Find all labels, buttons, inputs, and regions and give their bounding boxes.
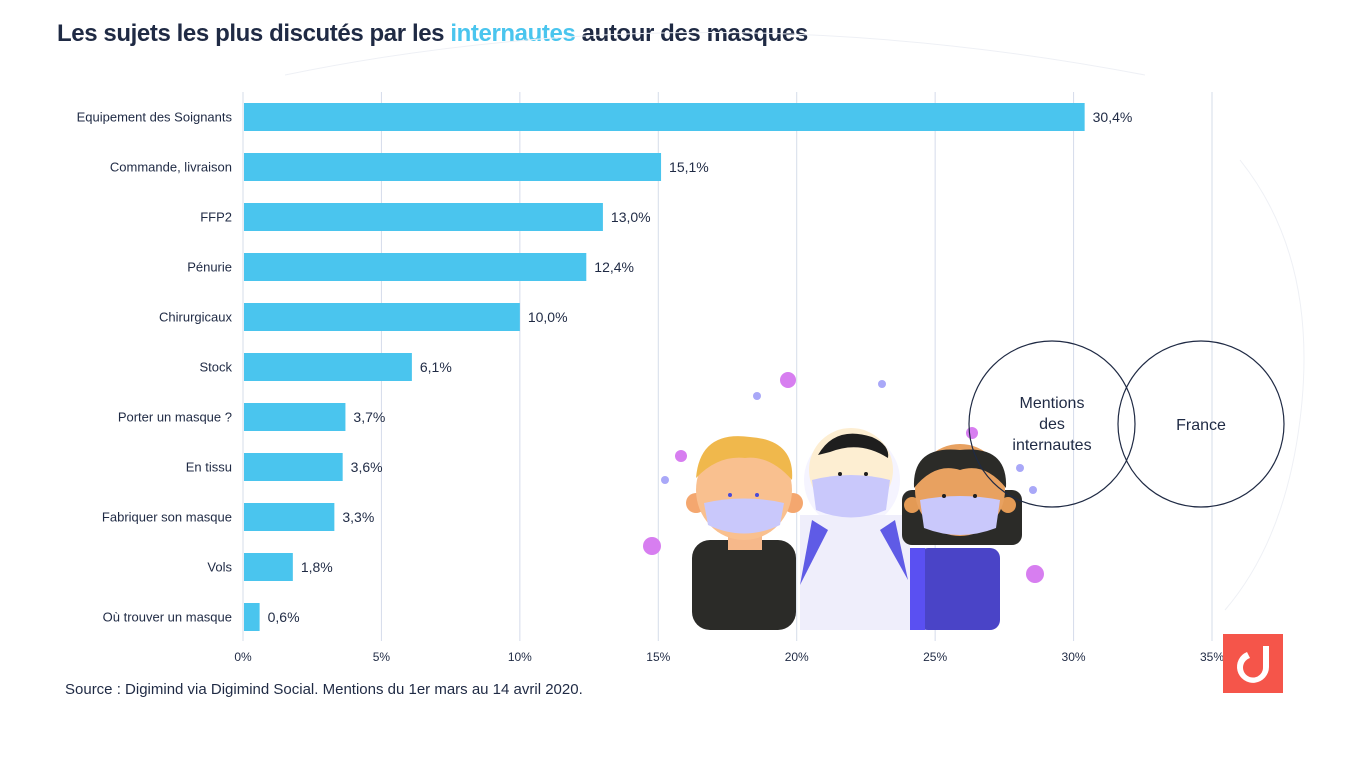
value-label: 3,7% xyxy=(353,409,385,425)
title-part-1: Les sujets les plus discutés par les xyxy=(57,20,451,47)
x-tick-label: 0% xyxy=(234,650,252,664)
virus-icon xyxy=(675,450,687,462)
virus-icon xyxy=(1029,486,1037,494)
category-label: Chirurgicaux xyxy=(159,310,232,325)
bar xyxy=(244,153,662,181)
title-highlight: internautes xyxy=(450,20,576,47)
decor-arc-right xyxy=(1224,159,1305,611)
category-label: Fabriquer son masque xyxy=(102,510,232,525)
value-label: 15,1% xyxy=(669,159,709,175)
x-tick-label: 30% xyxy=(1062,650,1086,664)
category-labels: Equipement des Soignants Commande, livrai… xyxy=(77,110,233,625)
x-tick-label: 15% xyxy=(646,650,670,664)
value-label: 13,0% xyxy=(611,209,651,225)
person-medic xyxy=(800,428,910,630)
x-tick-label: 5% xyxy=(373,650,391,664)
source-note: Source : Digimind via Digimind Social. M… xyxy=(65,681,583,698)
virus-icon xyxy=(643,537,661,555)
category-label: Equipement des Soignants xyxy=(77,110,233,125)
bar xyxy=(244,203,603,231)
digimind-logo-icon xyxy=(1237,646,1269,683)
venn-label-france: France xyxy=(1176,417,1226,434)
category-label: En tissu xyxy=(186,460,232,475)
bar xyxy=(244,303,520,331)
x-tick-label: 25% xyxy=(923,650,947,664)
venn-circle-mentions xyxy=(968,340,1136,508)
category-label: Commande, livraison xyxy=(110,160,232,175)
value-labels: 30,4% 15,1% 13,0% 12,4% 10,0% 6,1% 3,7% 3,6% 3,3… xyxy=(268,109,1133,625)
x-tick-labels: 0% 5% 10% 15% 20% 25% 30% 35% xyxy=(234,650,1224,664)
category-label: Porter un masque ? xyxy=(118,410,232,425)
value-label: 30,4% xyxy=(1093,109,1133,125)
venn-label-mentions-3: internautes xyxy=(1012,437,1091,454)
virus-icon xyxy=(661,476,669,484)
virus-icon xyxy=(1026,565,1044,583)
bar xyxy=(244,453,343,481)
bar xyxy=(244,603,260,631)
bar xyxy=(244,403,346,431)
venn-label-mentions-2: des xyxy=(1039,416,1065,433)
virus-icon xyxy=(878,380,886,388)
virus-icon xyxy=(1016,464,1024,472)
x-tick-label: 10% xyxy=(508,650,532,664)
virus-icon xyxy=(753,392,761,400)
virus-icon xyxy=(780,372,796,388)
category-label: Vols xyxy=(207,560,232,575)
bar xyxy=(244,103,1085,131)
value-label: 3,3% xyxy=(342,509,374,525)
category-label: Stock xyxy=(199,360,232,375)
venn-label-mentions-1: Mentions xyxy=(1020,395,1085,412)
x-tick-label: 35% xyxy=(1200,650,1224,664)
bar xyxy=(244,553,293,581)
bar xyxy=(244,353,412,381)
person-blond xyxy=(686,436,803,630)
value-label: 12,4% xyxy=(594,259,634,275)
virus-icon xyxy=(966,427,978,439)
bar xyxy=(244,503,335,531)
bar xyxy=(244,253,587,281)
value-label: 3,6% xyxy=(351,459,383,475)
value-label: 6,1% xyxy=(420,359,452,375)
venn-circle-france xyxy=(1117,340,1285,508)
category-label: Où trouver un masque xyxy=(103,610,232,625)
category-label: FFP2 xyxy=(200,210,232,225)
bars xyxy=(244,103,1085,631)
value-label: 1,8% xyxy=(301,559,333,575)
decor-arc-top xyxy=(284,32,1146,76)
person-woman xyxy=(902,444,1022,630)
category-label: Pénurie xyxy=(187,260,232,275)
value-label: 0,6% xyxy=(268,609,300,625)
x-tick-label: 20% xyxy=(785,650,809,664)
background-decoration xyxy=(284,32,1305,611)
venn-diagram: Mentions des internautes France xyxy=(968,340,1285,508)
value-label: 10,0% xyxy=(528,309,568,325)
masked-people-illustration xyxy=(643,372,1044,630)
digimind-logo xyxy=(1223,634,1283,693)
